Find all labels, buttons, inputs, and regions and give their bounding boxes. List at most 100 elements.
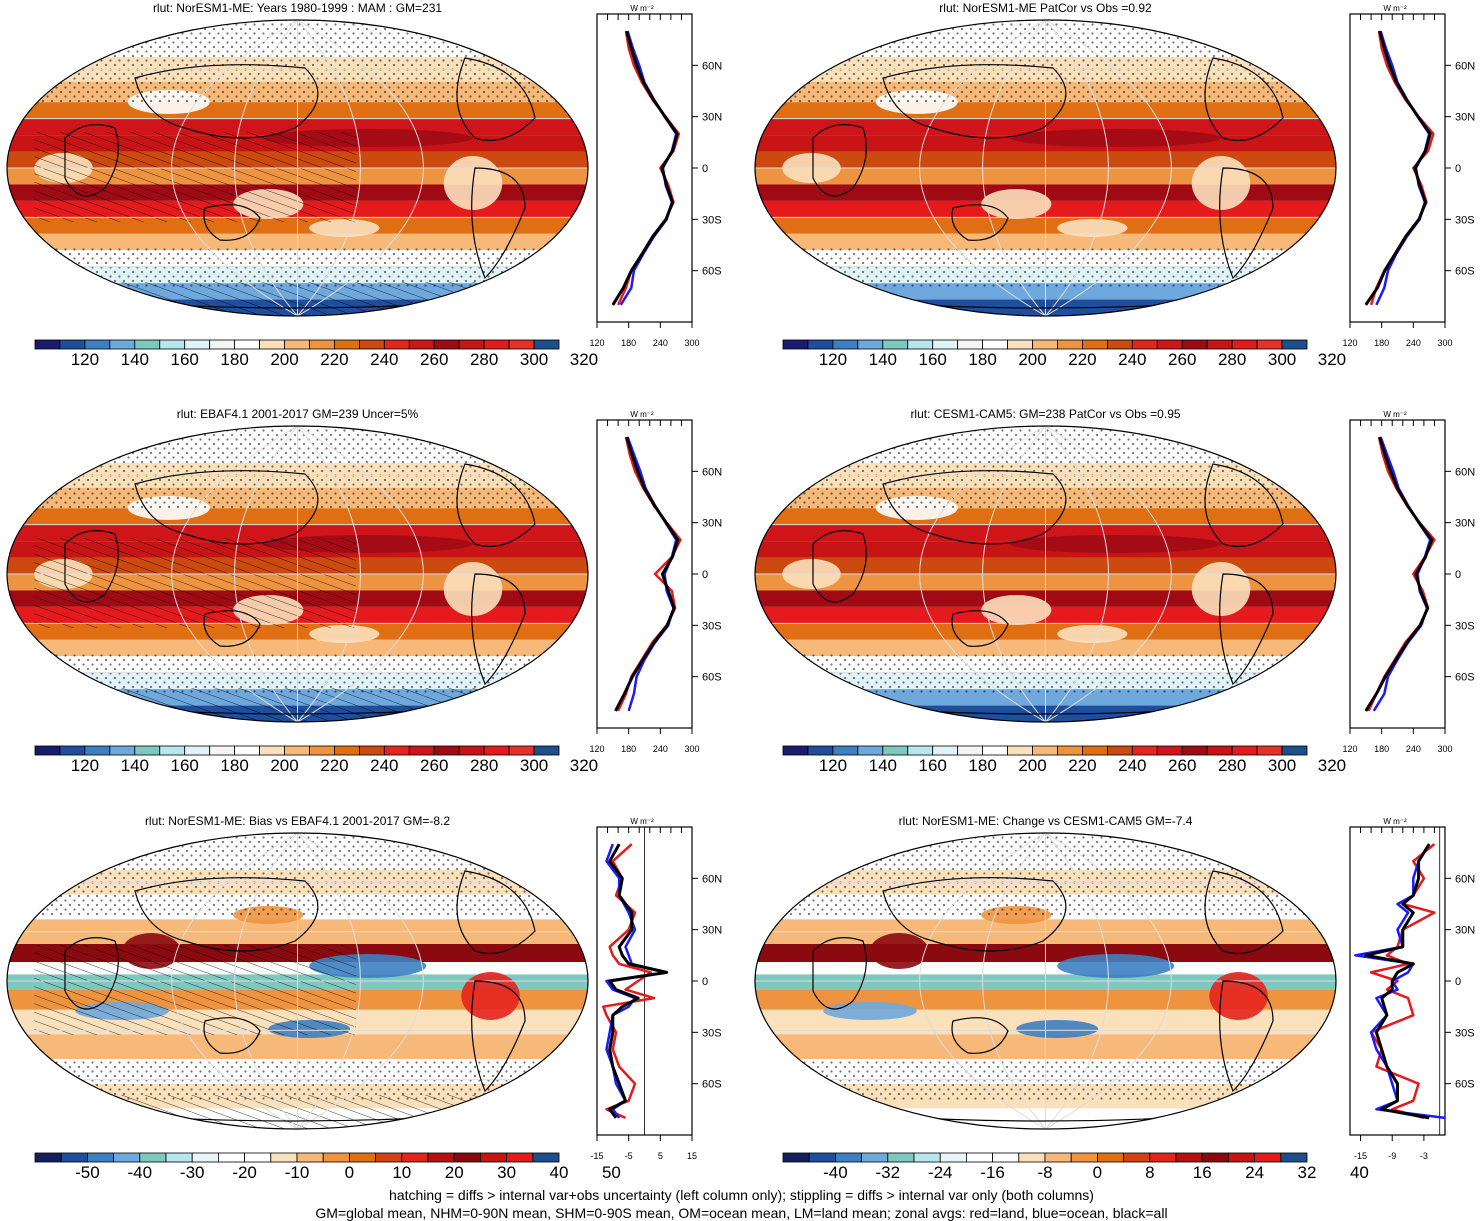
zonal-series-ocean [1372,436,1432,712]
coastline [471,980,526,1093]
global-map [754,19,1337,317]
colorbar-label: 180 [220,756,248,775]
panel-title: rlut: NorESM1-ME: Bias vs EBAF4.1 2001-2… [144,814,451,828]
colorbar-swatch [139,1152,167,1163]
zonal-xtick-label: 240 [1406,744,1421,754]
colorbar-swatch [932,339,959,350]
colorbar-swatch [882,745,909,756]
colorbar-swatch [479,1152,507,1163]
colorbar-swatch [533,745,560,756]
colorbar-label: 180 [220,350,248,369]
colorbar-swatch [458,339,485,350]
colorbar-swatch [882,339,909,350]
global-map [6,19,589,317]
colorbar-label: 160 [919,756,947,775]
meridian-gridline [1045,833,1172,1129]
colorbar-label: 140 [121,350,149,369]
zonal-frame [1349,13,1446,323]
latitude-label: 60N [1455,873,1475,885]
coastline [1219,167,1274,280]
coastline [951,204,1009,241]
colorbar-label: 220 [1068,756,1096,775]
colorbar-swatch [191,1152,219,1163]
zonal-series-all [611,30,679,306]
zonal-series-all [608,843,669,1119]
colorbar-swatch [1082,745,1108,756]
colorbar-label: 160 [171,756,199,775]
colorbar-label: 120 [819,350,847,369]
colorbar-label: 240 [1118,756,1146,775]
colorbar-swatch [1018,1152,1046,1163]
coastline [471,573,526,686]
colorbar-label: 320 [1318,756,1346,775]
zonal-unit-label: W m⁻² [1383,817,1407,826]
colorbar-swatch [939,1152,967,1163]
colorbar-swatch [1032,745,1058,756]
colorbar-swatch [1156,339,1183,350]
latitude-label: 60S [702,266,722,278]
coastline [134,877,319,952]
latitude-label: 30S [1455,620,1475,632]
panel-title: rlut: NorESM1-ME: Change vs CESM1-CAM5 G… [898,814,1193,828]
coastline [951,1017,1009,1054]
colorbar-swatch [1106,339,1133,350]
colorbar-label: -10 [285,1163,310,1182]
colorbar-swatch [508,339,535,350]
colorbar-swatch [109,339,136,350]
colorbar-label: 240 [370,350,398,369]
colorbar-swatch [433,339,460,350]
colorbar-swatch [84,745,111,756]
zonal-xtick-label: 120 [1342,338,1357,348]
colorbar-swatch [1281,745,1308,756]
map-border [754,425,1337,723]
latitude-label: 0 [702,163,708,175]
colorbar-label: 16 [1193,1163,1212,1182]
colorbar-swatch [1044,1152,1072,1163]
colorbar-swatch [408,745,435,756]
colorbar-swatch [334,745,360,756]
coastline [951,610,1009,647]
colorbar-swatch [217,1152,245,1163]
map-border [6,425,589,723]
colorbar-label: -32 [876,1163,901,1182]
global-map [6,832,589,1130]
colorbar-label: 160 [171,350,199,369]
colorbar-label: 300 [1268,756,1296,775]
colorbar-swatch [348,1152,376,1163]
zonal-series-ocean [619,30,678,306]
latitude-label: 30S [702,214,722,226]
coastline [1204,463,1284,548]
latitude-label: 60S [1455,672,1475,684]
zonal-xtick-label: 120 [589,744,604,754]
coastline [812,530,867,603]
colorbar-swatch [284,745,310,756]
colorbar-swatch [1181,339,1208,350]
colorbar-swatch [506,1152,534,1163]
colorbar-swatch [433,745,460,756]
zonal-xtick-label: 300 [1437,744,1452,754]
colorbar-label: 300 [520,350,548,369]
zonal-series-land [1367,436,1436,712]
colorbar-label: 10 [392,1163,411,1182]
colorbar-swatch [59,339,86,350]
colorbar-swatch [508,745,535,756]
colorbar-swatch [1181,745,1208,756]
colorbar-label: 180 [968,756,996,775]
colorbar-swatch [34,1152,62,1163]
meridian-gridline [1045,426,1172,722]
latitude-label: 0 [702,569,708,581]
colorbar-swatch [458,745,485,756]
colorbar-label: -40 [128,1163,153,1182]
colorbar-swatch [1057,339,1083,350]
colorbar-swatch [309,339,335,350]
colorbar-swatch [358,745,385,756]
zonal-series-land [616,436,682,712]
colorbar-label: 40 [1350,1163,1369,1182]
colorbar-swatch [375,1152,403,1163]
colorbar-swatch [1131,745,1158,756]
zonal-xtick-label: 300 [684,744,699,754]
zonal-series-all [1364,436,1434,712]
latitude-label: 30N [702,112,722,124]
colorbar: 120 140 160 180 200 220 240 260 280 300 320 [782,339,1346,369]
latitude-label: 0 [1455,569,1461,581]
